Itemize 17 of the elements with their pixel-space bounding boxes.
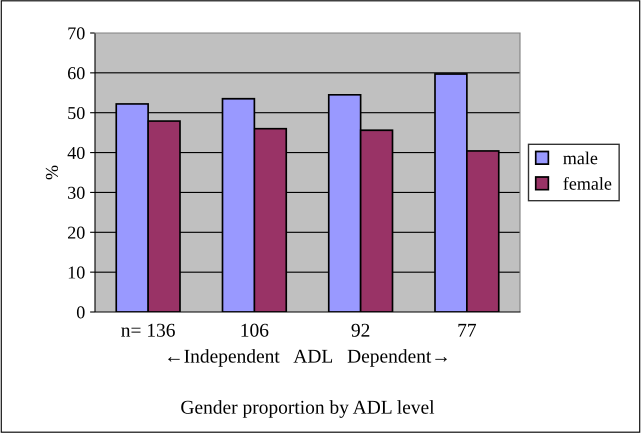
x-tick-label: 92 (352, 324, 370, 337)
x-tick-label: n= 136 (121, 324, 175, 337)
y-tick-label: 40 (68, 146, 85, 160)
y-tick-label: 30 (68, 186, 85, 199)
y-tick-label: 0 (76, 306, 85, 318)
y-tick-label: 60 (68, 67, 85, 80)
y-tick-label: 10 (68, 266, 85, 279)
y-tick-label: 70 (68, 27, 85, 40)
y-tick-label: 50 (68, 106, 85, 120)
text: Gender proportion by ADL level (181, 400, 434, 418)
y-axis-title: % (46, 166, 58, 180)
x-tick-label: 106 (242, 324, 268, 337)
legend-label: female (563, 176, 612, 190)
x-tick-label: 77 (458, 324, 476, 337)
legend-label: male (563, 152, 598, 164)
x-axis-title: ←Independent ADL Dependent→ (168, 349, 447, 367)
y-tick-label: 20 (68, 226, 85, 239)
